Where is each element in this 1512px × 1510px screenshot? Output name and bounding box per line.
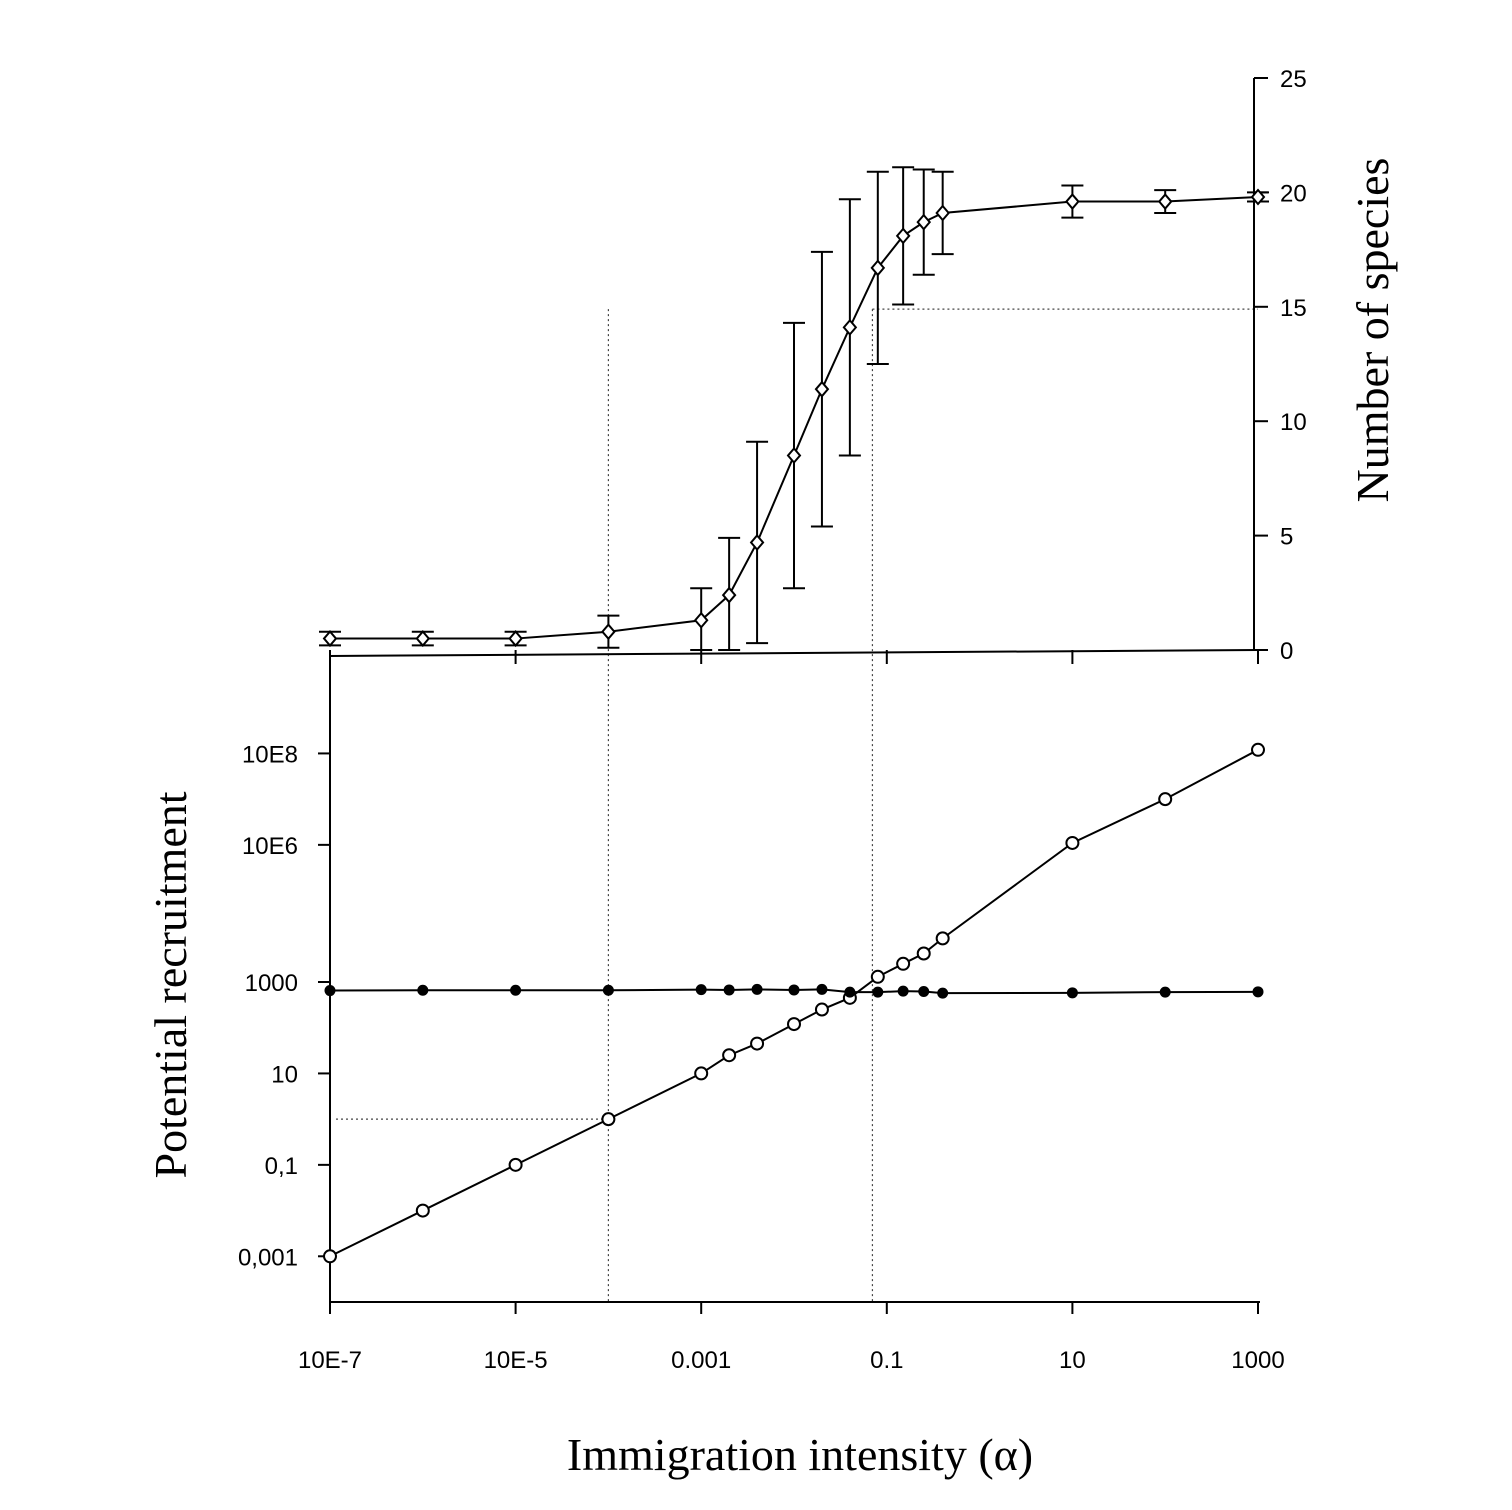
- local-recruitment-point: [844, 986, 856, 998]
- species-point: [508, 630, 523, 648]
- species-y-tick-label: 15: [1280, 295, 1307, 322]
- immigrant-recruitment-point: [1158, 792, 1173, 807]
- recruitment-y-tick-label: 0,1: [265, 1153, 298, 1180]
- species-y-tick-label: 20: [1280, 180, 1307, 207]
- recruitment-x-tick-label: 0.001: [671, 1347, 731, 1374]
- immigrant-recruitment-point: [935, 931, 950, 946]
- local-recruitment-point: [695, 984, 707, 996]
- local-recruitment-point: [324, 985, 336, 997]
- recruitment-x-tick-label: 0.1: [870, 1347, 903, 1374]
- species-y-tick-label: 25: [1280, 66, 1307, 93]
- immigrant-recruitment-point: [601, 1112, 616, 1127]
- recruitment-axis-title: Potential recruitment: [145, 791, 196, 1178]
- local-recruitment-point: [937, 987, 949, 999]
- local-recruitment-point: [417, 984, 429, 996]
- immigrant-recruitment-point: [814, 1002, 829, 1017]
- local-recruitment-point: [788, 984, 800, 996]
- recruitment-series: [323, 742, 1265, 1264]
- local-recruitment-point: [1252, 986, 1264, 998]
- immigrant-recruitment-point: [870, 969, 885, 984]
- recruitment-y-tick-label: 0,001: [238, 1244, 298, 1271]
- recruitment-x-tick-label: 10: [1059, 1347, 1086, 1374]
- species-point: [786, 446, 802, 465]
- local-recruitment-point: [872, 986, 884, 998]
- local-recruitment-point: [510, 984, 522, 996]
- species-y-tick-label: 0: [1280, 638, 1293, 665]
- species-point: [693, 611, 709, 629]
- immigrant-recruitment-point: [323, 1249, 337, 1264]
- species-series: [319, 166, 1269, 651]
- recruitment-y-tick-label: 10E6: [242, 833, 298, 860]
- species-point: [870, 259, 886, 277]
- immigrant-recruitment-point: [1065, 835, 1080, 850]
- recruitment-y-tick-label: 1000: [245, 970, 298, 997]
- immigrant-recruitment-point: [415, 1203, 430, 1218]
- species-y-tick-label: 10: [1280, 409, 1307, 436]
- local-recruitment-point: [751, 983, 763, 995]
- species-point: [842, 318, 858, 336]
- local-recruitment-point: [1159, 986, 1171, 998]
- species-point: [895, 227, 911, 245]
- species-point: [1065, 193, 1080, 211]
- recruitment-x-tick-label: 10E-7: [298, 1347, 362, 1374]
- immigrant-recruitment-point: [916, 946, 931, 961]
- immigrant-recruitment-line: [329, 748, 1259, 1258]
- species-point: [814, 380, 830, 398]
- immigrant-recruitment-point: [508, 1157, 523, 1172]
- x-axis-title: Immigration intensity (α): [567, 1429, 1033, 1480]
- recruitment-axes: 0,001 0,1 10 1000 10E6 10E8 10E-7 10E-5 0.001 0.1…: [238, 662, 1285, 1374]
- immigrant-recruitment-point: [750, 1036, 765, 1051]
- local-recruitment-point: [723, 984, 735, 996]
- species-point: [721, 586, 737, 604]
- species-axis-title: Number of species: [1347, 158, 1398, 503]
- immigrant-recruitment-point: [1251, 742, 1265, 757]
- species-point: [935, 204, 950, 222]
- species-x-axis-line: [329, 649, 1259, 657]
- reference-lines: [336, 308, 1258, 1302]
- local-recruitment-point: [897, 985, 909, 997]
- species-y-tick-label: 5: [1280, 524, 1293, 551]
- species-point: [415, 630, 431, 648]
- species-axes: 0 5 10 15 20 25: [329, 66, 1307, 665]
- immigrant-recruitment-point: [694, 1066, 709, 1081]
- species-point: [749, 533, 765, 552]
- immigrant-recruitment-point: [722, 1048, 737, 1063]
- species-point: [1157, 193, 1173, 211]
- species-point: [1250, 188, 1266, 206]
- immigrant-recruitment-point: [896, 956, 911, 971]
- local-recruitment-point: [1066, 987, 1078, 999]
- species-point: [916, 213, 932, 231]
- recruitment-x-tick-label: 10E-5: [484, 1347, 548, 1374]
- recruitment-y-tick-label: 10E8: [242, 741, 298, 768]
- species-point: [322, 630, 338, 648]
- species-point: [601, 623, 616, 641]
- local-recruitment-point: [918, 985, 930, 997]
- local-recruitment-point: [602, 984, 614, 996]
- recruitment-y-tick-label: 10: [271, 1061, 298, 1088]
- recruitment-x-tick-label: 1000: [1231, 1347, 1284, 1374]
- immigrant-recruitment-point: [787, 1017, 801, 1032]
- local-recruitment-point: [816, 983, 828, 995]
